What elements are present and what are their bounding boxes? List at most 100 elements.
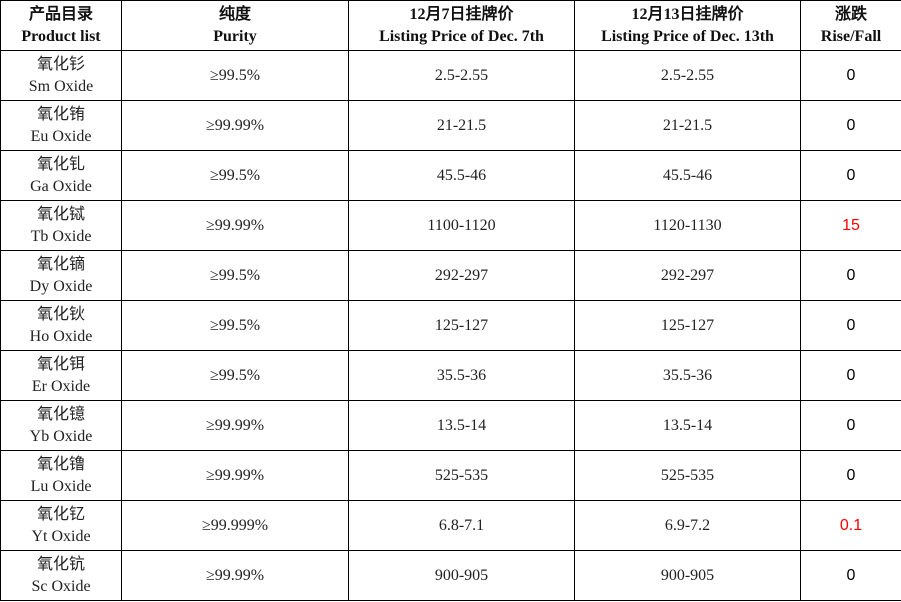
- product-cell: 氧化镱 Yb Oxide: [0, 400, 122, 451]
- change-cell: 0.1: [800, 500, 901, 551]
- product-en: Lu Oxide: [30, 477, 92, 495]
- table-row: 氧化铒 Er Oxide ≥99.5% 35.5-36 35.5-36 0: [0, 350, 901, 401]
- header-en: Purity: [213, 27, 257, 45]
- price-dec7-cell: 292-297: [348, 250, 575, 301]
- header-zh: 12月7日挂牌价: [409, 5, 514, 23]
- product-en: Sm Oxide: [28, 77, 94, 95]
- header-en: Product list: [21, 27, 101, 45]
- price-dec7-cell: 2.5-2.55: [348, 50, 575, 101]
- change-cell: 0: [800, 100, 901, 151]
- price-dec13-cell: 6.9-7.2: [574, 500, 801, 551]
- product-en: Ga Oxide: [30, 177, 92, 195]
- price-dec7-cell: 125-127: [348, 300, 575, 351]
- purity-cell: ≥99.999%: [121, 500, 349, 551]
- header-zh: 纯度: [218, 5, 251, 23]
- table-row: 氧化镱 Yb Oxide ≥99.99% 13.5-14 13.5-14 0: [0, 400, 901, 451]
- product-zh: 氧化铒: [36, 355, 85, 373]
- product-en: Ho Oxide: [29, 327, 93, 345]
- price-dec13-cell: 21-21.5: [574, 100, 801, 151]
- change-cell: 0: [800, 450, 901, 501]
- product-cell: 氧化钇 Yt Oxide: [0, 500, 122, 551]
- product-cell: 氧化钐 Sm Oxide: [0, 50, 122, 101]
- product-zh: 氧化铕: [36, 105, 85, 123]
- header-cell: 12月13日挂牌价 Listing Price of Dec. 13th: [574, 0, 801, 51]
- header-cell: 产品目录 Product list: [0, 0, 122, 51]
- header-zh: 12月13日挂牌价: [631, 5, 744, 23]
- price-dec13-cell: 525-535: [574, 450, 801, 501]
- table-body: 氧化钐 Sm Oxide ≥99.5% 2.5-2.55 2.5-2.55 0 氧化铕 Eu …: [0, 50, 901, 601]
- table-row: 氧化镝 Dy Oxide ≥99.5% 292-297 292-297 0: [0, 250, 901, 301]
- header-en: Listing Price of Dec. 13th: [601, 27, 774, 45]
- purity-cell: ≥99.99%: [121, 200, 349, 251]
- product-zh: 氧化镝: [36, 255, 85, 273]
- table-row: 氧化铕 Eu Oxide ≥99.99% 21-21.5 21-21.5 0: [0, 100, 901, 151]
- change-cell: 0: [800, 300, 901, 351]
- product-zh: 氧化钆: [36, 155, 85, 173]
- product-en: Er Oxide: [31, 377, 91, 395]
- header-cell: 纯度 Purity: [121, 0, 349, 51]
- change-cell: 15: [800, 200, 901, 251]
- product-zh: 氧化钇: [36, 505, 85, 523]
- product-cell: 氧化铕 Eu Oxide: [0, 100, 122, 151]
- product-en: Yb Oxide: [29, 427, 93, 445]
- table-row: 氧化铽 Tb Oxide ≥99.99% 1100-1120 1120-1130 15: [0, 200, 901, 251]
- product-zh: 氧化镱: [36, 405, 85, 423]
- header-zh: 涨跌: [834, 5, 867, 23]
- change-cell: 0: [800, 400, 901, 451]
- header-row: 产品目录 Product list 纯度 Purity 12月7日挂牌价 Listing …: [0, 0, 901, 51]
- purity-cell: ≥99.99%: [121, 550, 349, 601]
- product-en: Dy Oxide: [29, 277, 93, 295]
- product-en: Sc Oxide: [31, 577, 91, 595]
- price-dec7-cell: 45.5-46: [348, 150, 575, 201]
- product-cell: 氧化镥 Lu Oxide: [0, 450, 122, 501]
- price-dec13-cell: 1120-1130: [574, 200, 801, 251]
- price-dec13-cell: 292-297: [574, 250, 801, 301]
- price-dec13-cell: 125-127: [574, 300, 801, 351]
- table-row: 氧化钐 Sm Oxide ≥99.5% 2.5-2.55 2.5-2.55 0: [0, 50, 901, 101]
- purity-cell: ≥99.5%: [121, 350, 349, 401]
- header-en: Rise/Fall: [820, 27, 882, 45]
- change-cell: 0: [800, 250, 901, 301]
- header-cell: 12月7日挂牌价 Listing Price of Dec. 7th: [348, 0, 575, 51]
- price-dec7-cell: 21-21.5: [348, 100, 575, 151]
- table-row: 氧化钬 Ho Oxide ≥99.5% 125-127 125-127 0: [0, 300, 901, 351]
- purity-cell: ≥99.99%: [121, 100, 349, 151]
- price-dec7-cell: 13.5-14: [348, 400, 575, 451]
- purity-cell: ≥99.5%: [121, 300, 349, 351]
- purity-cell: ≥99.99%: [121, 450, 349, 501]
- price-dec13-cell: 35.5-36: [574, 350, 801, 401]
- table-row: 氧化钪 Sc Oxide ≥99.99% 900-905 900-905 0: [0, 550, 901, 601]
- header-en: Listing Price of Dec. 7th: [379, 27, 544, 45]
- change-cell: 0: [800, 350, 901, 401]
- product-zh: 氧化铽: [36, 205, 85, 223]
- change-cell: 0: [800, 550, 901, 601]
- price-dec7-cell: 900-905: [348, 550, 575, 601]
- price-dec7-cell: 1100-1120: [348, 200, 575, 251]
- header-zh: 产品目录: [28, 5, 93, 23]
- product-cell: 氧化铽 Tb Oxide: [0, 200, 122, 251]
- header-cell: 涨跌 Rise/Fall: [800, 0, 901, 51]
- purity-cell: ≥99.5%: [121, 50, 349, 101]
- product-cell: 氧化钪 Sc Oxide: [0, 550, 122, 601]
- change-cell: 0: [800, 50, 901, 101]
- product-zh: 氧化钬: [36, 305, 85, 323]
- product-zh: 氧化钪: [36, 555, 85, 573]
- product-en: Tb Oxide: [30, 227, 92, 245]
- change-cell: 0: [800, 150, 901, 201]
- purity-cell: ≥99.99%: [121, 400, 349, 451]
- product-zh: 氧化钐: [36, 55, 85, 73]
- price-dec7-cell: 35.5-36: [348, 350, 575, 401]
- price-dec13-cell: 2.5-2.55: [574, 50, 801, 101]
- table-row: 氧化钆 Ga Oxide ≥99.5% 45.5-46 45.5-46 0: [0, 150, 901, 201]
- product-cell: 氧化钆 Ga Oxide: [0, 150, 122, 201]
- price-dec7-cell: 6.8-7.1: [348, 500, 575, 551]
- product-en: Yt Oxide: [31, 527, 91, 545]
- product-en: Eu Oxide: [30, 127, 92, 145]
- price-dec13-cell: 13.5-14: [574, 400, 801, 451]
- product-cell: 氧化镝 Dy Oxide: [0, 250, 122, 301]
- price-dec13-cell: 900-905: [574, 550, 801, 601]
- table-row: 氧化镥 Lu Oxide ≥99.99% 525-535 525-535 0: [0, 450, 901, 501]
- purity-cell: ≥99.5%: [121, 150, 349, 201]
